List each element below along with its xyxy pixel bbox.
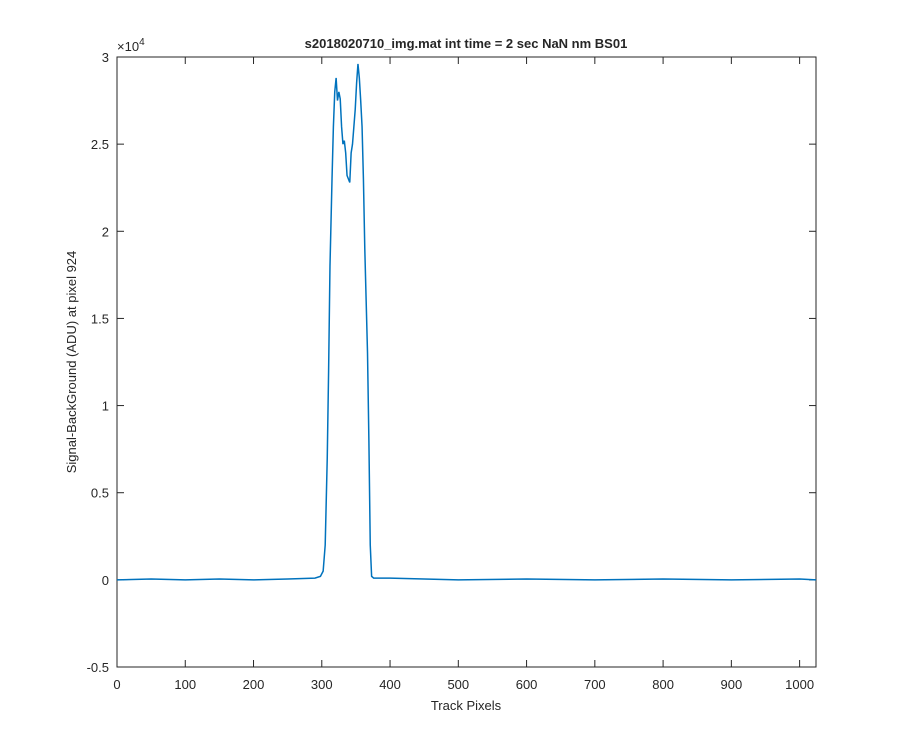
x-tick-label: 900 xyxy=(721,677,743,692)
x-tick-label: 1000 xyxy=(785,677,814,692)
chart-title: s2018020710_img.mat int time = 2 sec NaN… xyxy=(305,36,628,51)
y-axis-label: Signal-BackGround (ADU) at pixel 924 xyxy=(64,251,79,474)
y-exponent: ×104 xyxy=(117,37,145,54)
y-tick-label: 1.5 xyxy=(91,311,109,326)
x-axis-label: Track Pixels xyxy=(431,698,502,713)
y-tick-label: 3 xyxy=(102,50,109,65)
x-tick-label: 300 xyxy=(311,677,333,692)
x-tick-label: 200 xyxy=(243,677,265,692)
x-tick-label: 800 xyxy=(652,677,674,692)
y-tick-label: -0.5 xyxy=(87,660,109,675)
y-exponent-power: 4 xyxy=(139,37,145,48)
y-exponent-base: ×10 xyxy=(117,39,139,54)
y-tick-label: 0.5 xyxy=(91,486,109,501)
x-tick-label: 600 xyxy=(516,677,538,692)
x-tick-label: 500 xyxy=(447,677,469,692)
plot-area xyxy=(116,56,817,668)
y-tick-label: 2 xyxy=(102,224,109,239)
y-tick-label: 0 xyxy=(102,573,109,588)
x-tick-label: 400 xyxy=(379,677,401,692)
y-tick-label: 2.5 xyxy=(91,137,109,152)
x-tick-label: 0 xyxy=(113,677,120,692)
x-tick-label: 100 xyxy=(174,677,196,692)
y-tick-label: 1 xyxy=(102,399,109,414)
data-line xyxy=(116,63,817,581)
x-tick-label: 700 xyxy=(584,677,606,692)
